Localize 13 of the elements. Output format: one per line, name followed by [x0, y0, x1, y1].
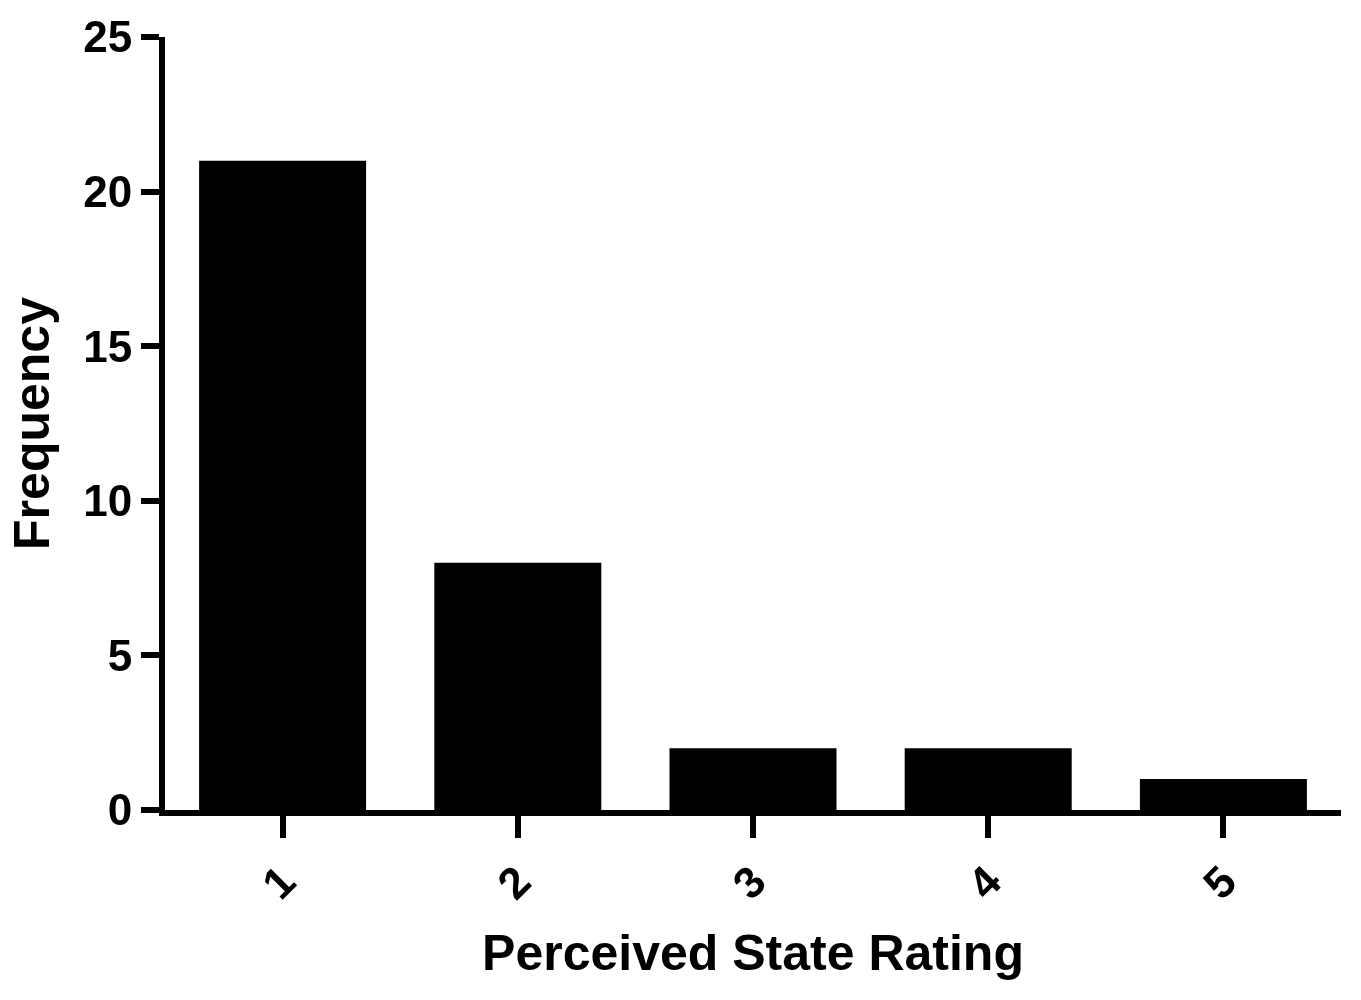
y-tick-label: 0: [107, 785, 133, 835]
y-tick-label: 25: [83, 12, 133, 62]
y-tick-label: 10: [83, 476, 133, 526]
y-tick-label: 5: [107, 630, 133, 680]
x-tick-label: 1: [252, 856, 305, 909]
x-axis-title: Perceived State Rating: [482, 925, 1024, 982]
x-tick-label: 5: [1193, 856, 1246, 909]
x-tick-label: 2: [487, 856, 540, 909]
x-tick-label: 4: [958, 855, 1011, 909]
y-axis-title: Frequency: [3, 296, 60, 550]
x-tick-label: 3: [722, 856, 775, 909]
y-tick-label: 20: [83, 167, 133, 216]
y-tick-label: 15: [83, 321, 133, 371]
